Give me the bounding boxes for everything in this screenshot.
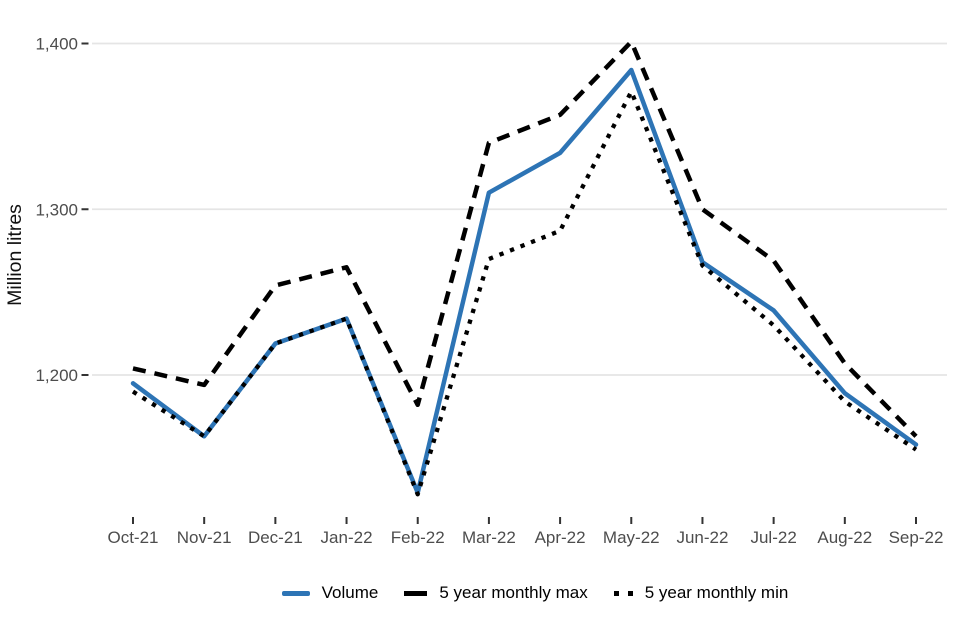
x-tick-label: Mar-22 — [462, 528, 516, 547]
chart-legend: Volume 5 year monthly max 5 year monthly… — [55, 583, 960, 603]
series-line-volume — [130, 67, 919, 495]
x-axis-ticks: Oct-21 Nov-21 Dec-21 Jan-22 Feb-22 Mar-22 Apr-… — [107, 517, 943, 547]
x-tick-label: Dec-21 — [248, 528, 303, 547]
x-tick-label: Aug-22 — [817, 528, 872, 547]
legend-item-max: 5 year monthly max — [404, 583, 588, 603]
x-tick-label: Apr-22 — [535, 528, 586, 547]
x-tick-label: Jan-22 — [321, 528, 373, 547]
y-axis-title-text: Million litres — [4, 204, 26, 306]
chart-canvas: 1,200 1,300 1,400 Oct-21 Nov-21 Dec-21 Jan-22… — [4, 35, 947, 547]
y-tick-label: 1,300 — [35, 200, 78, 219]
x-tick-label: Feb-22 — [391, 528, 445, 547]
legend-sample-max-line — [404, 590, 428, 596]
legend-item-volume: Volume — [281, 583, 379, 603]
line-chart: 1,200 1,300 1,400 Oct-21 Nov-21 Dec-21 Jan-22… — [4, 35, 947, 547]
gridlines — [92, 42, 947, 376]
y-tick-label: 1,400 — [35, 35, 78, 54]
legend-sample-min-line — [613, 590, 633, 596]
x-tick-label: Jul-22 — [750, 528, 796, 547]
x-tick-label: Sep-22 — [889, 528, 944, 547]
x-tick-label: Jun-22 — [676, 528, 728, 547]
dot-glyph — [627, 590, 633, 596]
dot-glyph — [613, 590, 619, 596]
series-lines — [130, 39, 919, 497]
legend-label-min: 5 year monthly min — [644, 583, 789, 602]
y-axis-ticks: 1,200 1,300 1,400 — [35, 35, 89, 385]
series-line-5-year-monthly-min — [131, 89, 918, 497]
legend-label-max: 5 year monthly max — [439, 583, 588, 602]
x-tick-label: May-22 — [603, 528, 660, 547]
series-line-5-year-monthly-max — [132, 39, 918, 438]
y-axis-title: Million litres — [4, 204, 26, 306]
x-tick-label: Oct-21 — [107, 528, 158, 547]
legend-label-volume: Volume — [321, 583, 379, 602]
legend-sample-volume-line — [281, 590, 310, 596]
y-tick-label: 1,200 — [35, 366, 78, 385]
legend-item-min: 5 year monthly min — [613, 583, 789, 603]
x-tick-label: Nov-21 — [177, 528, 232, 547]
